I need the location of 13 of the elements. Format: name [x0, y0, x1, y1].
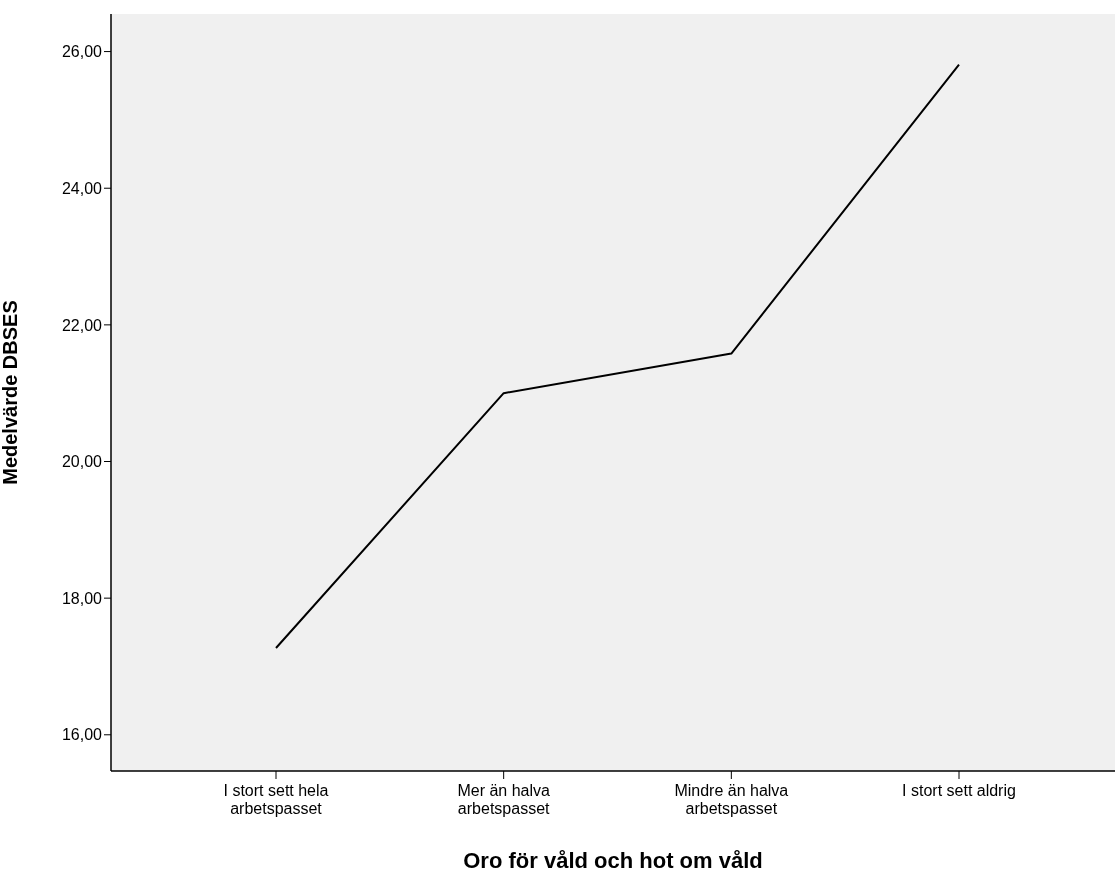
y-axis-title: Medelvärde DBSES	[0, 300, 22, 485]
x-axis-title: Oro för våld och hot om våld	[463, 848, 763, 873]
y-tick-label: 26,00	[61, 43, 103, 61]
y-tick-label: 16,00	[61, 726, 103, 744]
line-series	[275, 63, 960, 650]
x-tick-label: Mindre än halva arbetspasset	[674, 782, 789, 818]
y-tick-label: 18,00	[61, 589, 103, 607]
x-tick-label: I stort sett aldrig	[902, 782, 1016, 800]
y-tick-label: 20,00	[61, 453, 103, 471]
x-tick-label: I stort sett hela arbetspasset	[223, 782, 329, 818]
y-tick-label: 22,00	[61, 316, 103, 334]
x-tick-label: Mer än halva arbetspasset	[457, 782, 551, 818]
y-tick-label: 24,00	[61, 179, 103, 197]
